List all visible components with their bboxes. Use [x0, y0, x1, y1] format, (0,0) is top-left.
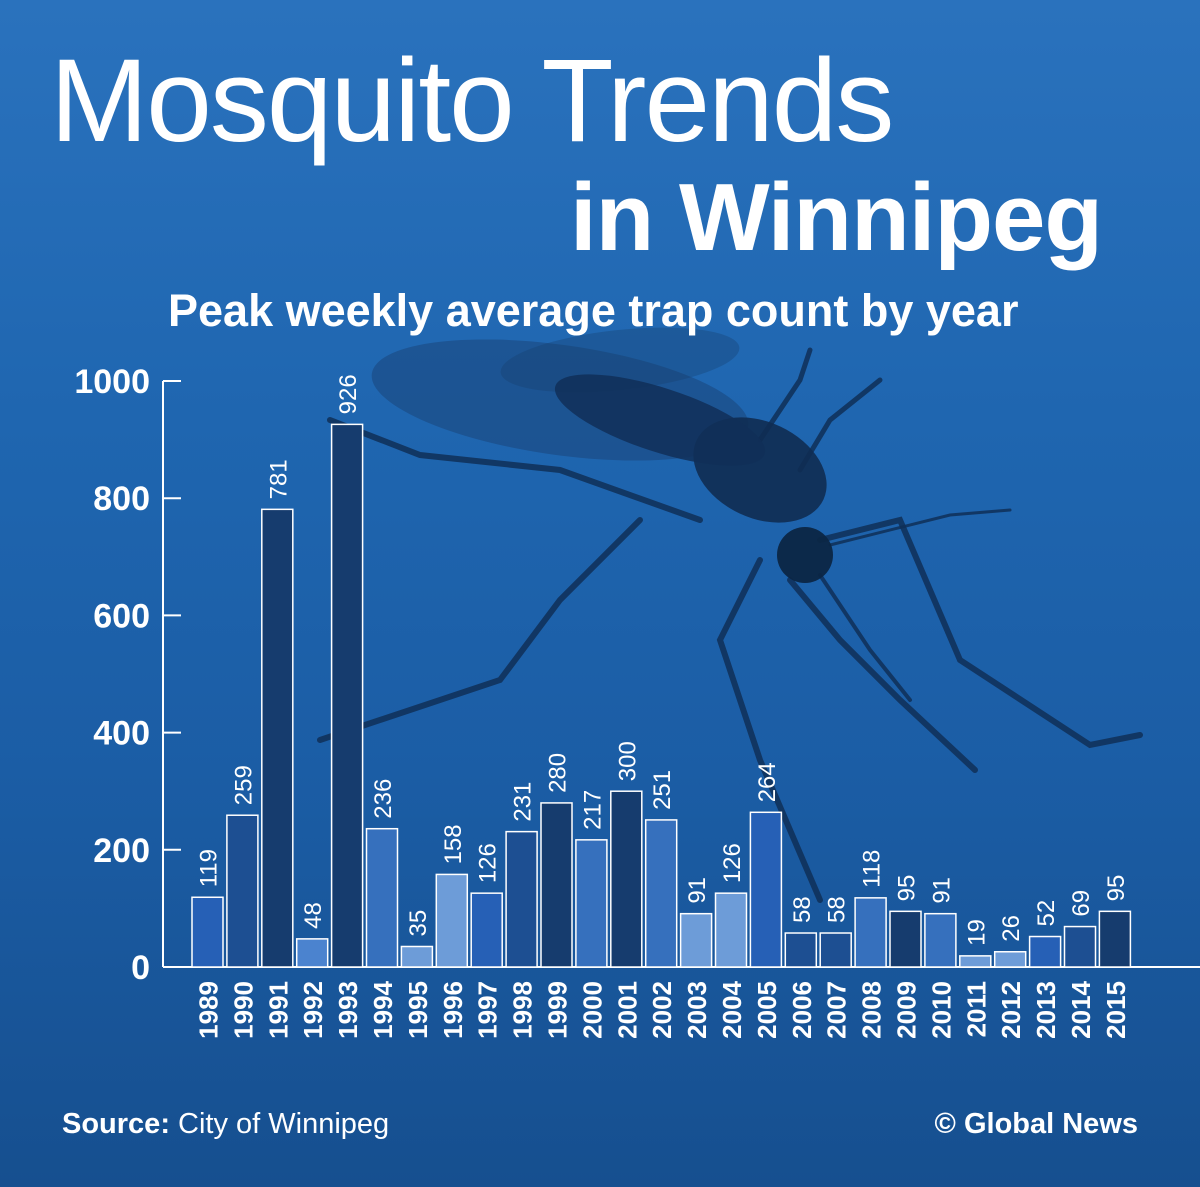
data-label: 69 — [1068, 890, 1095, 917]
y-tick-label: 1000 — [74, 363, 150, 401]
bar — [679, 912, 713, 968]
data-label: 26 — [998, 915, 1025, 942]
data-label: 35 — [405, 910, 432, 937]
bar — [295, 938, 329, 968]
publisher-credit: © Global News — [934, 1108, 1138, 1140]
data-label: 126 — [475, 843, 502, 883]
data-label: 781 — [265, 459, 292, 499]
x-tick-label: 2005 — [752, 981, 782, 1039]
data-label: 236 — [370, 779, 397, 819]
y-tick-label: 600 — [93, 597, 150, 635]
data-label: 95 — [894, 875, 921, 902]
x-tick-label: 2014 — [1066, 980, 1096, 1038]
y-tick-label: 800 — [93, 480, 150, 518]
x-tick-label: 2015 — [1101, 981, 1131, 1039]
data-label: 926 — [335, 374, 362, 414]
data-label: 264 — [754, 762, 781, 802]
x-tick-label: 1994 — [368, 980, 398, 1038]
x-tick-label: 2004 — [717, 980, 747, 1038]
data-label: 58 — [824, 896, 851, 923]
data-label: 118 — [859, 850, 886, 888]
bar — [714, 892, 748, 968]
bar — [365, 827, 399, 968]
y-tick-label: 0 — [131, 949, 150, 987]
x-tick-label: 2008 — [857, 981, 887, 1039]
data-label: 259 — [230, 765, 257, 805]
data-label: 91 — [684, 877, 711, 904]
data-label: 119 — [196, 849, 223, 887]
title-line-1: Mosquito Trends — [50, 35, 894, 167]
x-tick-label: 1990 — [228, 981, 258, 1039]
x-tick-label: 2003 — [682, 981, 712, 1039]
data-label: 58 — [789, 896, 816, 923]
bar — [993, 951, 1027, 968]
bar — [854, 897, 887, 968]
bar — [819, 932, 852, 968]
y-tick-label: 400 — [93, 715, 150, 753]
data-label: 91 — [928, 877, 955, 904]
x-tick-label: 1992 — [298, 981, 328, 1039]
bar — [610, 790, 643, 968]
bar — [924, 912, 957, 968]
bar — [889, 910, 922, 968]
bar — [959, 955, 992, 968]
data-label: 231 — [510, 782, 537, 822]
x-tick-label: 2000 — [577, 981, 607, 1039]
bar — [261, 508, 294, 968]
x-tick-label: 1995 — [403, 981, 433, 1039]
x-tick-label: 1991 — [263, 981, 293, 1039]
bar — [749, 811, 783, 968]
data-label: 251 — [649, 770, 676, 810]
data-label: 300 — [614, 741, 641, 781]
bar — [226, 814, 259, 968]
data-label: 280 — [545, 753, 572, 793]
bar — [1098, 910, 1132, 968]
x-tick-label: 2012 — [996, 981, 1026, 1039]
x-tick-label: 1996 — [438, 981, 468, 1039]
source-label: Source: — [62, 1108, 170, 1140]
x-tick-label: 1998 — [508, 981, 538, 1039]
data-label: 217 — [579, 790, 606, 830]
data-label: 126 — [719, 843, 746, 883]
x-tick-label: 2009 — [892, 981, 922, 1039]
bar — [575, 839, 608, 968]
data-label: 95 — [1103, 875, 1130, 902]
bar — [330, 423, 364, 968]
title-line-2: in Winnipeg — [570, 164, 1103, 271]
bar — [435, 873, 469, 968]
bar — [784, 932, 818, 968]
data-label: 19 — [963, 919, 990, 946]
x-tick-label: 1999 — [543, 981, 573, 1039]
bar — [540, 802, 573, 968]
bar — [470, 892, 503, 968]
x-tick-label: 2002 — [647, 981, 677, 1039]
bar — [400, 945, 434, 968]
x-tick-label: 2013 — [1031, 981, 1061, 1039]
bar — [1063, 925, 1097, 968]
data-label: 48 — [300, 902, 327, 929]
bar — [1028, 935, 1062, 968]
x-tick-label: 2011 — [961, 981, 991, 1037]
x-tick-label: 1993 — [333, 981, 363, 1039]
x-tick-label: 1997 — [473, 981, 503, 1039]
y-tick-label: 200 — [93, 832, 150, 870]
data-label: 158 — [440, 824, 467, 864]
source-credit: Source: City of Winnipeg — [62, 1108, 389, 1141]
x-tick-label: 2001 — [612, 981, 642, 1039]
bar — [191, 896, 224, 968]
source-text: City of Winnipeg — [169, 1108, 390, 1140]
x-tick-label: 1989 — [194, 981, 224, 1039]
x-tick-label: 2010 — [926, 981, 956, 1039]
chart-subtitle: Peak weekly average trap count by year — [168, 285, 1019, 336]
bar — [505, 830, 538, 968]
x-tick-label: 2006 — [787, 981, 817, 1039]
x-tick-label: 2007 — [822, 981, 852, 1039]
data-label: 52 — [1033, 900, 1060, 927]
bar — [644, 819, 678, 968]
